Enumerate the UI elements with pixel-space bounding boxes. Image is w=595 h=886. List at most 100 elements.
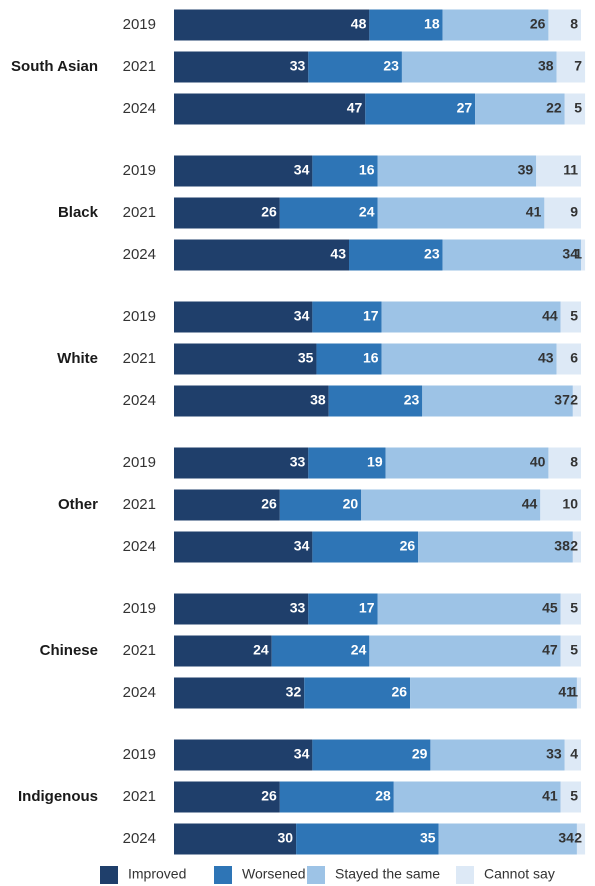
legend-swatch: [100, 866, 118, 884]
value-label: 1: [574, 246, 582, 262]
year-label: 2019: [123, 746, 156, 763]
bar-segment-1: [369, 9, 443, 41]
bar-segment-1: [312, 739, 431, 771]
value-label: 22: [546, 100, 562, 116]
value-label: 41: [542, 788, 558, 804]
value-label: 32: [286, 684, 302, 700]
bar-segment-0: [174, 301, 313, 333]
value-label: 37: [554, 392, 570, 408]
group-label: Indigenous: [18, 788, 98, 805]
bar-segment-1: [312, 531, 419, 563]
bar-segment-2: [410, 677, 577, 709]
bar-segment-2: [401, 51, 557, 83]
value-label: 38: [538, 58, 554, 74]
value-label: 20: [343, 496, 359, 512]
value-label: 40: [530, 454, 546, 470]
bar-segment-1: [308, 51, 402, 83]
value-label: 26: [261, 496, 277, 512]
value-label: 7: [574, 58, 582, 74]
bar-segment-0: [174, 155, 313, 187]
bar-segment-0: [174, 239, 350, 271]
bar-segment-1: [312, 301, 382, 333]
bar-segment-1: [365, 93, 476, 125]
value-label: 34: [562, 246, 578, 262]
bar-segment-3: [556, 51, 586, 83]
bar-segment-3: [556, 343, 581, 375]
bar-segment-3: [564, 739, 581, 771]
bar-segment-1: [296, 823, 439, 855]
value-label: 5: [574, 100, 582, 116]
bar-segment-1: [279, 781, 394, 813]
legend-label: Cannot say: [484, 866, 555, 882]
bar-segment-3: [560, 781, 581, 813]
value-label: 33: [290, 600, 306, 616]
value-label: 34: [558, 830, 574, 846]
value-label: 38: [554, 538, 570, 554]
value-label: 26: [261, 204, 277, 220]
bar-segment-2: [393, 781, 561, 813]
year-label: 2021: [123, 642, 156, 659]
year-label: 2019: [123, 16, 156, 33]
bar-segment-2: [430, 739, 565, 771]
bar-segment-2: [361, 489, 541, 521]
bar-segment-2: [377, 593, 561, 625]
value-label: 1: [570, 684, 578, 700]
value-label: 11: [563, 162, 578, 178]
value-label: 33: [290, 58, 306, 74]
year-label: 2021: [123, 204, 156, 221]
bar-segment-1: [328, 385, 423, 417]
bar-segment-0: [174, 197, 280, 229]
bar-segment-0: [174, 489, 280, 521]
bar-segment-3: [560, 593, 581, 625]
legend: Improved Worsened Stayed the same Cannot sa…: [100, 866, 555, 884]
bar-segment-3: [572, 531, 581, 563]
bar-segment-2: [442, 9, 549, 41]
value-label: 24: [253, 642, 269, 658]
value-label: 24: [351, 642, 367, 658]
year-label: 2024: [123, 246, 156, 263]
bar-segment-3: [548, 447, 581, 479]
value-label: 48: [351, 16, 367, 32]
year-label: 2019: [123, 162, 156, 179]
year-label: 2024: [123, 392, 156, 409]
group-label: Black: [58, 204, 99, 221]
value-label: 8: [570, 454, 578, 470]
bar-segment-0: [174, 9, 370, 41]
bar-segment-2: [377, 155, 537, 187]
bar-segment-0: [174, 781, 280, 813]
value-label: 2: [574, 830, 582, 846]
value-label: 5: [570, 642, 578, 658]
bar-segment-3: [581, 239, 586, 271]
bar-segment-0: [174, 343, 317, 375]
bar-segment-0: [174, 677, 305, 709]
value-label: 39: [518, 162, 534, 178]
year-label: 2021: [123, 496, 156, 513]
value-label: 9: [570, 204, 578, 220]
value-label: 27: [457, 100, 473, 116]
value-label: 26: [261, 788, 277, 804]
value-label: 26: [530, 16, 546, 32]
value-label: 23: [404, 392, 420, 408]
bar-segment-3: [536, 155, 581, 187]
value-label: 38: [310, 392, 326, 408]
bar-segment-1: [308, 593, 378, 625]
value-label: 18: [424, 16, 440, 32]
year-label: 2024: [123, 684, 156, 701]
value-label: 30: [278, 830, 294, 846]
bar-segment-0: [174, 447, 309, 479]
bar-segment-0: [174, 823, 297, 855]
value-label: 34: [294, 162, 310, 178]
year-label: 2024: [123, 538, 156, 555]
group-label: Other: [58, 496, 98, 513]
year-label: 2019: [123, 308, 156, 325]
value-label: 28: [375, 788, 391, 804]
value-label: 41: [558, 684, 574, 700]
value-label: 10: [562, 496, 578, 512]
value-label: 5: [570, 788, 578, 804]
group-label: White: [57, 350, 98, 367]
value-label: 45: [542, 600, 558, 616]
value-label: 2: [570, 538, 578, 554]
year-label: 2019: [123, 454, 156, 471]
